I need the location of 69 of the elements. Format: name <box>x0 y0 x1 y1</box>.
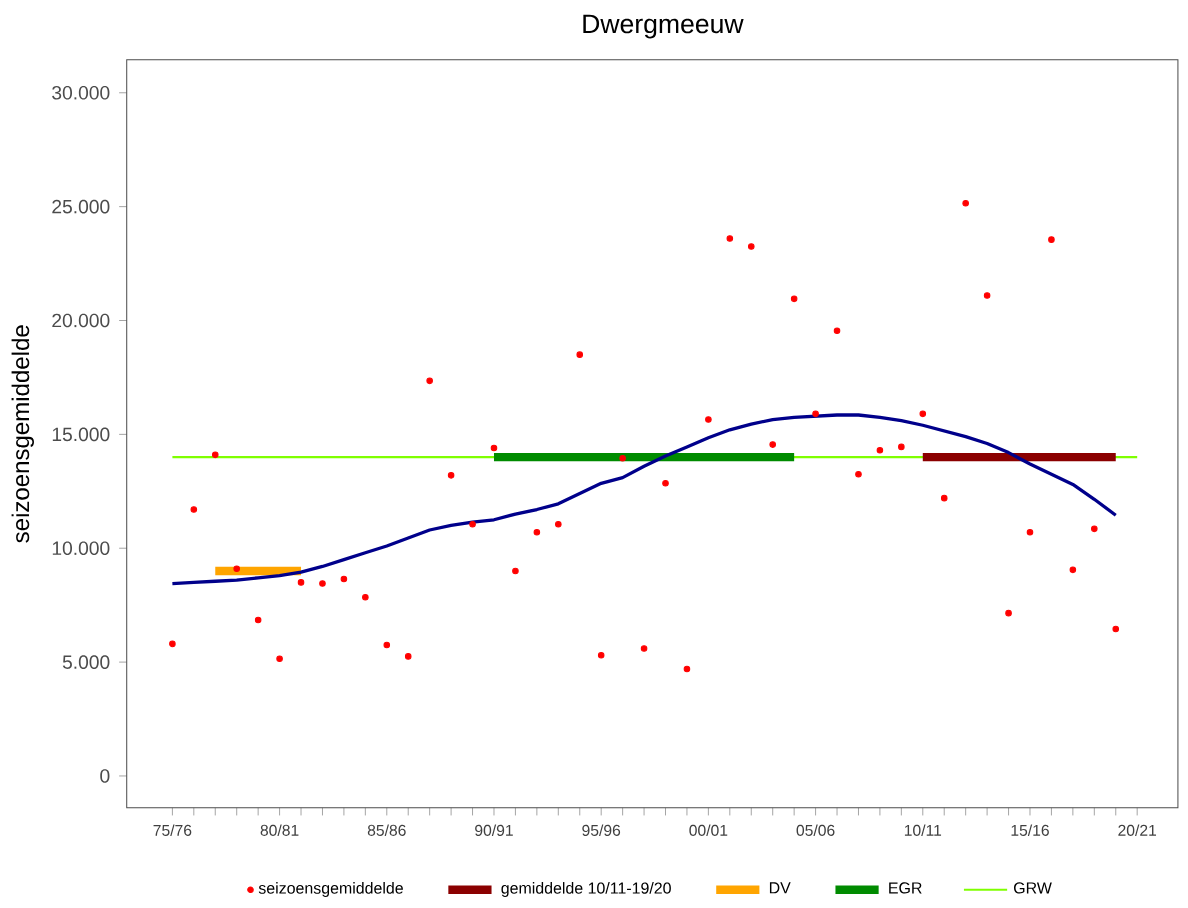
point <box>555 521 562 528</box>
point <box>469 521 476 528</box>
y-tick-label: 30.000 <box>52 86 110 100</box>
x-tick-label: 75/76 <box>153 824 192 837</box>
y-axis-title: seizoensgemiddelde <box>11 325 34 543</box>
point <box>1091 525 1098 533</box>
point <box>1026 529 1034 536</box>
point <box>1069 566 1077 574</box>
point <box>169 640 176 648</box>
legend-label: gemiddelde 10/11-19/20 <box>501 882 671 898</box>
x-tick-label: 90/91 <box>475 824 513 837</box>
y-tick-label: 10.000 <box>52 541 110 556</box>
y-tick-label: 20.000 <box>52 313 110 328</box>
point <box>211 451 219 459</box>
point <box>1048 236 1055 244</box>
legend-label: seizoensgemiddelde <box>258 882 403 898</box>
point <box>940 495 948 502</box>
point <box>404 653 412 660</box>
point <box>383 641 391 649</box>
point <box>426 377 433 385</box>
point <box>640 645 648 652</box>
legend-label: DV <box>769 882 791 894</box>
point <box>683 665 691 673</box>
point <box>490 444 498 452</box>
point <box>597 652 605 659</box>
x-tick-label: 05/06 <box>796 824 835 837</box>
point <box>855 471 862 478</box>
x-tick-label: 10/11 <box>904 824 942 837</box>
x-tick-label: 95/96 <box>582 824 621 837</box>
x-tick-label: 15/16 <box>1011 824 1049 837</box>
point <box>726 235 734 243</box>
point <box>1112 626 1120 633</box>
y-tick-label: 0 <box>100 769 110 784</box>
point <box>319 580 326 588</box>
point <box>790 295 798 303</box>
point <box>576 351 584 359</box>
point <box>619 455 626 462</box>
point <box>1005 610 1012 617</box>
y-tick-label: 15.000 <box>52 427 110 442</box>
x-tick-label: 85/86 <box>367 824 406 837</box>
point <box>919 410 927 418</box>
point <box>533 529 541 536</box>
point <box>233 565 240 573</box>
point <box>362 594 369 601</box>
point <box>812 410 819 418</box>
chart-title: Dwergmeeuw <box>583 14 744 39</box>
point <box>662 480 669 487</box>
x-tick-label: 00/01 <box>689 824 728 837</box>
legend-label: EGR <box>889 882 922 894</box>
point <box>876 447 884 454</box>
x-tick-label: 20/21 <box>1118 824 1157 837</box>
point <box>705 416 712 424</box>
point <box>254 616 262 624</box>
point <box>962 200 969 207</box>
point <box>340 575 348 583</box>
point <box>190 506 198 514</box>
point <box>447 472 455 479</box>
point <box>769 441 777 449</box>
point <box>898 443 905 451</box>
point <box>833 327 841 335</box>
legend-label: GRW <box>1014 882 1052 894</box>
point <box>747 243 755 251</box>
y-tick-label: 25.000 <box>52 200 110 214</box>
point <box>276 655 283 663</box>
y-tick-label: 5.000 <box>62 655 110 670</box>
point <box>983 292 991 299</box>
x-tick-label: 80/81 <box>260 824 299 837</box>
point <box>297 579 305 586</box>
point <box>512 567 519 575</box>
